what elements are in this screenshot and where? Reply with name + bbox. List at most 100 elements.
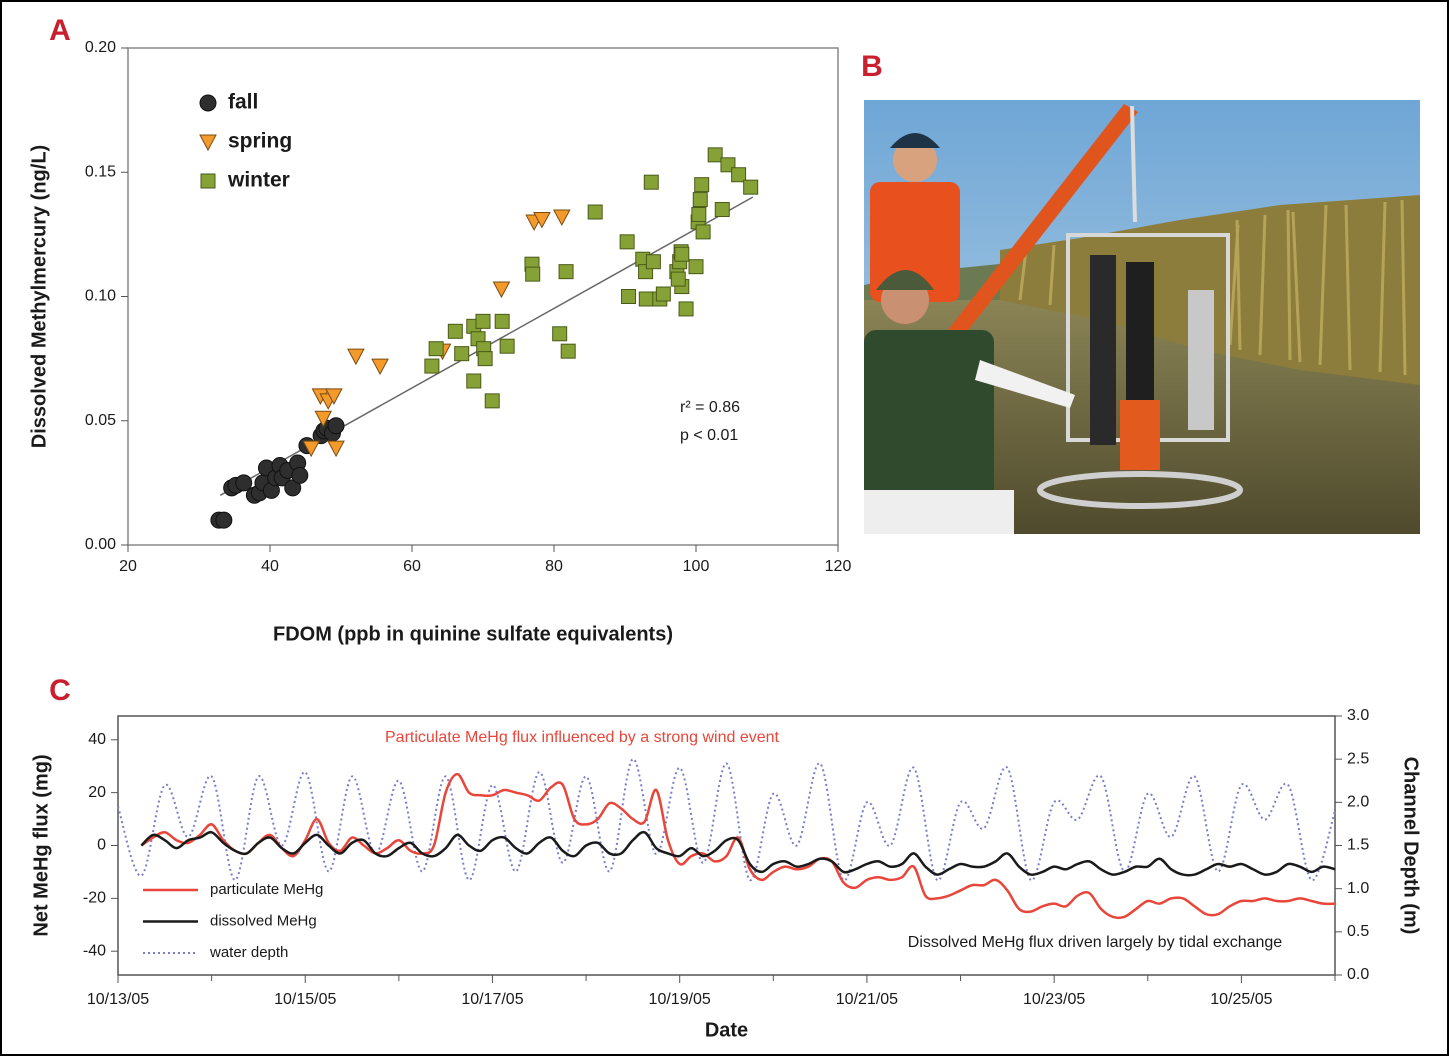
annotation: Particulate MeHg flux influenced by a st…	[385, 729, 780, 746]
point	[622, 290, 636, 304]
legend-label: winter	[227, 169, 290, 192]
point	[693, 193, 707, 207]
y2-tick-label: 3.0	[1347, 707, 1369, 724]
y-tick-label: 0.00	[85, 536, 116, 553]
y2-tick-label: 0.5	[1347, 923, 1369, 940]
point	[620, 235, 634, 249]
annotation: p < 0.01	[680, 427, 738, 444]
legend-marker	[200, 95, 216, 111]
y-axis-title: Dissolved Methylmercury (ng/L)	[28, 145, 50, 448]
point	[292, 467, 308, 483]
panel-label: B	[861, 50, 883, 83]
x-tick-label: 10/25/05	[1210, 991, 1272, 1008]
y-tick-label: 0.10	[85, 288, 116, 305]
point	[467, 374, 481, 388]
point	[692, 207, 706, 221]
point	[500, 339, 514, 353]
x-tick-label: 40	[261, 558, 279, 575]
point	[485, 394, 499, 408]
legend-marker	[201, 174, 215, 188]
legend-label: particulate MeHg	[210, 881, 323, 898]
point	[744, 180, 758, 194]
x-tick-label: 10/21/05	[836, 991, 898, 1008]
point	[656, 287, 670, 301]
y-axis-title: Net MeHg flux (mg)	[30, 754, 52, 936]
point	[588, 205, 602, 219]
photo	[864, 100, 1420, 534]
panel-label: C	[49, 674, 71, 707]
y-tick-label: -20	[83, 890, 106, 907]
point	[732, 168, 746, 182]
point	[561, 344, 575, 358]
y-tick-label: 0.15	[85, 163, 116, 180]
photo-sonde	[1090, 255, 1116, 445]
figure: ABC0.000.050.100.150.2020406080100120Dis…	[0, 0, 1450, 1057]
point	[679, 302, 693, 316]
point	[493, 282, 509, 297]
x-tick-label: 10/17/05	[461, 991, 523, 1008]
y-tick-label: 40	[88, 731, 106, 748]
panel-label: A	[49, 14, 71, 47]
point	[559, 265, 573, 279]
point	[328, 441, 344, 456]
point	[216, 512, 232, 528]
point	[328, 418, 344, 434]
point	[675, 247, 689, 261]
page: {"panel_labels": ["A", "B", "C"], "chart…	[0, 0, 1450, 1057]
point	[695, 178, 709, 192]
y-tick-label: 20	[88, 784, 106, 801]
y2-tick-label: 2.5	[1347, 750, 1369, 767]
x-tick-label: 60	[403, 558, 421, 575]
point	[696, 225, 710, 239]
point	[715, 203, 729, 217]
point	[478, 352, 492, 366]
point	[476, 314, 490, 328]
legend-label: water depth	[209, 944, 288, 961]
point	[553, 327, 567, 341]
x-tick-label: 20	[119, 558, 137, 575]
point	[348, 349, 364, 364]
plot-frame	[128, 48, 838, 545]
y-tick-label: 0	[97, 837, 106, 854]
legend-marker	[200, 135, 216, 150]
x-axis-title: Date	[705, 1019, 748, 1041]
y2-axis-title: Channel Depth (m)	[1400, 757, 1422, 935]
photo-vest	[864, 330, 994, 505]
legend-label: fall	[228, 91, 258, 114]
point	[526, 267, 540, 281]
y2-tick-label: 1.0	[1347, 880, 1369, 897]
point	[495, 314, 509, 328]
point	[455, 347, 469, 361]
point	[372, 359, 388, 374]
y2-tick-label: 2.0	[1347, 794, 1369, 811]
point	[554, 210, 570, 225]
x-tick-label: 10/13/05	[87, 991, 149, 1008]
x-tick-label: 100	[683, 558, 710, 575]
point	[644, 175, 658, 189]
photo-clothes	[864, 490, 1014, 534]
x-tick-label: 80	[545, 558, 563, 575]
point	[425, 359, 439, 373]
y-tick-label: 0.05	[85, 412, 116, 429]
annotation: Dissolved MeHg flux driven largely by ti…	[908, 934, 1283, 951]
series-line	[141, 832, 1335, 875]
photo-sonde	[1188, 290, 1214, 430]
point	[646, 255, 660, 269]
y-tick-label: -40	[83, 942, 106, 959]
x-tick-label: 10/23/05	[1023, 991, 1085, 1008]
x-tick-label: 120	[825, 558, 852, 575]
y2-tick-label: 1.5	[1347, 837, 1369, 854]
point	[708, 148, 722, 162]
legend-label: dissolved MeHg	[210, 912, 317, 929]
y-tick-label: 0.20	[85, 39, 116, 56]
point	[689, 260, 703, 274]
point	[671, 272, 685, 286]
y2-tick-label: 0.0	[1347, 966, 1369, 983]
x-tick-label: 10/15/05	[274, 991, 336, 1008]
photo-battery	[1120, 400, 1160, 470]
point	[429, 342, 443, 356]
point	[448, 324, 462, 338]
x-axis-title: FDOM (ppb in quinine sulfate equivalents…	[273, 623, 673, 645]
point	[639, 292, 653, 306]
x-tick-label: 10/19/05	[649, 991, 711, 1008]
